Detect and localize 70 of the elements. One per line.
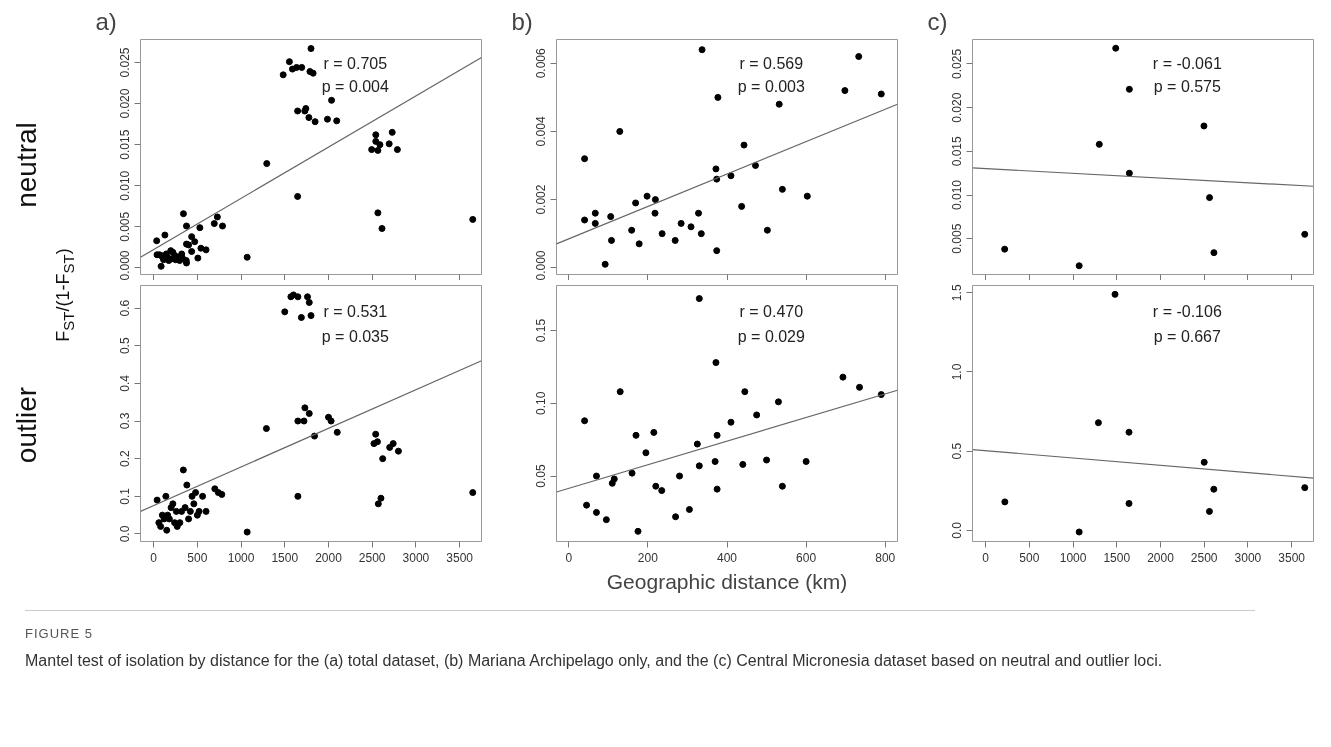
annotation: p = 0.003 — [737, 78, 806, 95]
y-tick-label: 0.000 — [534, 250, 549, 281]
y-tick-label: 0.010 — [118, 170, 133, 201]
x-tick-label: 3000 — [402, 550, 430, 565]
chart-title: c) — [927, 7, 948, 35]
y-tick-label: 0.6 — [118, 299, 133, 317]
y-tick-label: 0.5 — [118, 337, 133, 355]
y-tick-label: 1.5 — [950, 284, 965, 302]
caption: FIGURE 5 — [25, 625, 94, 643]
y-tick-label: 0.3 — [118, 412, 133, 430]
y-tick-label: 0.002 — [534, 184, 549, 215]
annotation: p = 0.575 — [1153, 78, 1222, 95]
y-tick-label: 0.0 — [118, 525, 133, 543]
x-tick-label: 400 — [716, 550, 738, 565]
y-tick-label: 0.15 — [534, 318, 549, 343]
x-tick-label: 3000 — [1234, 550, 1262, 565]
x-tick-label: 2000 — [1147, 550, 1175, 565]
y-tick-label: 0.010 — [950, 179, 965, 211]
text: Mantel test of isolation by distance for the (a) total dataset, (b) Mariana Archipelago only, and the (c) Central Micronesia dataset based on neutral and outlier loci. — [25, 650, 1164, 671]
y-tick-label: 0.1 — [118, 487, 133, 505]
x-tick-label: 500 — [1019, 550, 1040, 565]
y-tick-label: 0.000 — [118, 250, 133, 281]
x-tick-label: 0 — [150, 550, 158, 565]
annotation: r = 0.705 — [323, 54, 388, 72]
x-tick-label: 3500 — [1278, 550, 1306, 565]
text: neutral — [10, 121, 43, 210]
x-tick-label: 3500 — [446, 550, 474, 565]
y-tick-label: 0.5 — [950, 442, 965, 460]
annotation: p = 0.667 — [1153, 328, 1222, 346]
text: outlier — [10, 385, 43, 466]
x-tick-label: 2000 — [315, 550, 343, 565]
y-tick-label: 0.05 — [534, 464, 549, 488]
x-tick-label: 2500 — [1190, 550, 1218, 565]
y-tick-label: 1.0 — [950, 363, 965, 381]
y-tick-label: 0.10 — [534, 391, 549, 415]
y-tick-label: 0.0 — [950, 521, 965, 539]
y-tick-label: 0.025 — [950, 48, 965, 79]
annotation: p = 0.004 — [321, 78, 390, 95]
y-tick-label: 0.020 — [950, 92, 965, 123]
x-tick-label: 1000 — [227, 550, 255, 565]
annotation: p = 0.035 — [321, 328, 390, 346]
x-axis-title: Geographic distance (km) — [606, 569, 848, 593]
y-tick-label: 0.4 — [118, 374, 133, 392]
x-tick-label: 200 — [637, 550, 659, 565]
x-tick-label: 600 — [796, 550, 817, 565]
y-tick-label: 0.015 — [118, 129, 133, 160]
y-tick-label: 0.025 — [118, 47, 133, 78]
annotation: r = 0.569 — [739, 54, 804, 72]
x-tick-label: 0 — [982, 550, 990, 565]
x-tick-label: 1000 — [1059, 550, 1087, 565]
x-tick-label: 500 — [187, 550, 208, 565]
annotation: p = 0.029 — [737, 328, 806, 346]
chart-title: b) — [511, 7, 533, 35]
y-tick-label: 0.005 — [950, 223, 965, 254]
chart-title: a) — [95, 7, 117, 35]
y-tick-label: 0.005 — [118, 211, 133, 242]
x-tick-label: 800 — [875, 550, 896, 565]
x-tick-label: 1500 — [271, 550, 299, 565]
y-tick-label: 0.004 — [534, 116, 549, 147]
annotation: r = -0.106 — [1152, 302, 1222, 320]
x-tick-label: 1500 — [1103, 550, 1131, 565]
y-tick-label: 0.020 — [118, 88, 133, 119]
x-tick-label: 2500 — [358, 550, 386, 565]
annotation: r = 0.470 — [739, 302, 804, 320]
y-tick-label: 0.015 — [950, 135, 965, 167]
y-tick-label: 0.2 — [118, 450, 133, 468]
annotation: r = 0.531 — [323, 302, 388, 320]
y-tick-label: 0.006 — [534, 48, 549, 79]
annotation: r = -0.061 — [1152, 54, 1222, 72]
x-tick-label: 0 — [565, 550, 573, 565]
